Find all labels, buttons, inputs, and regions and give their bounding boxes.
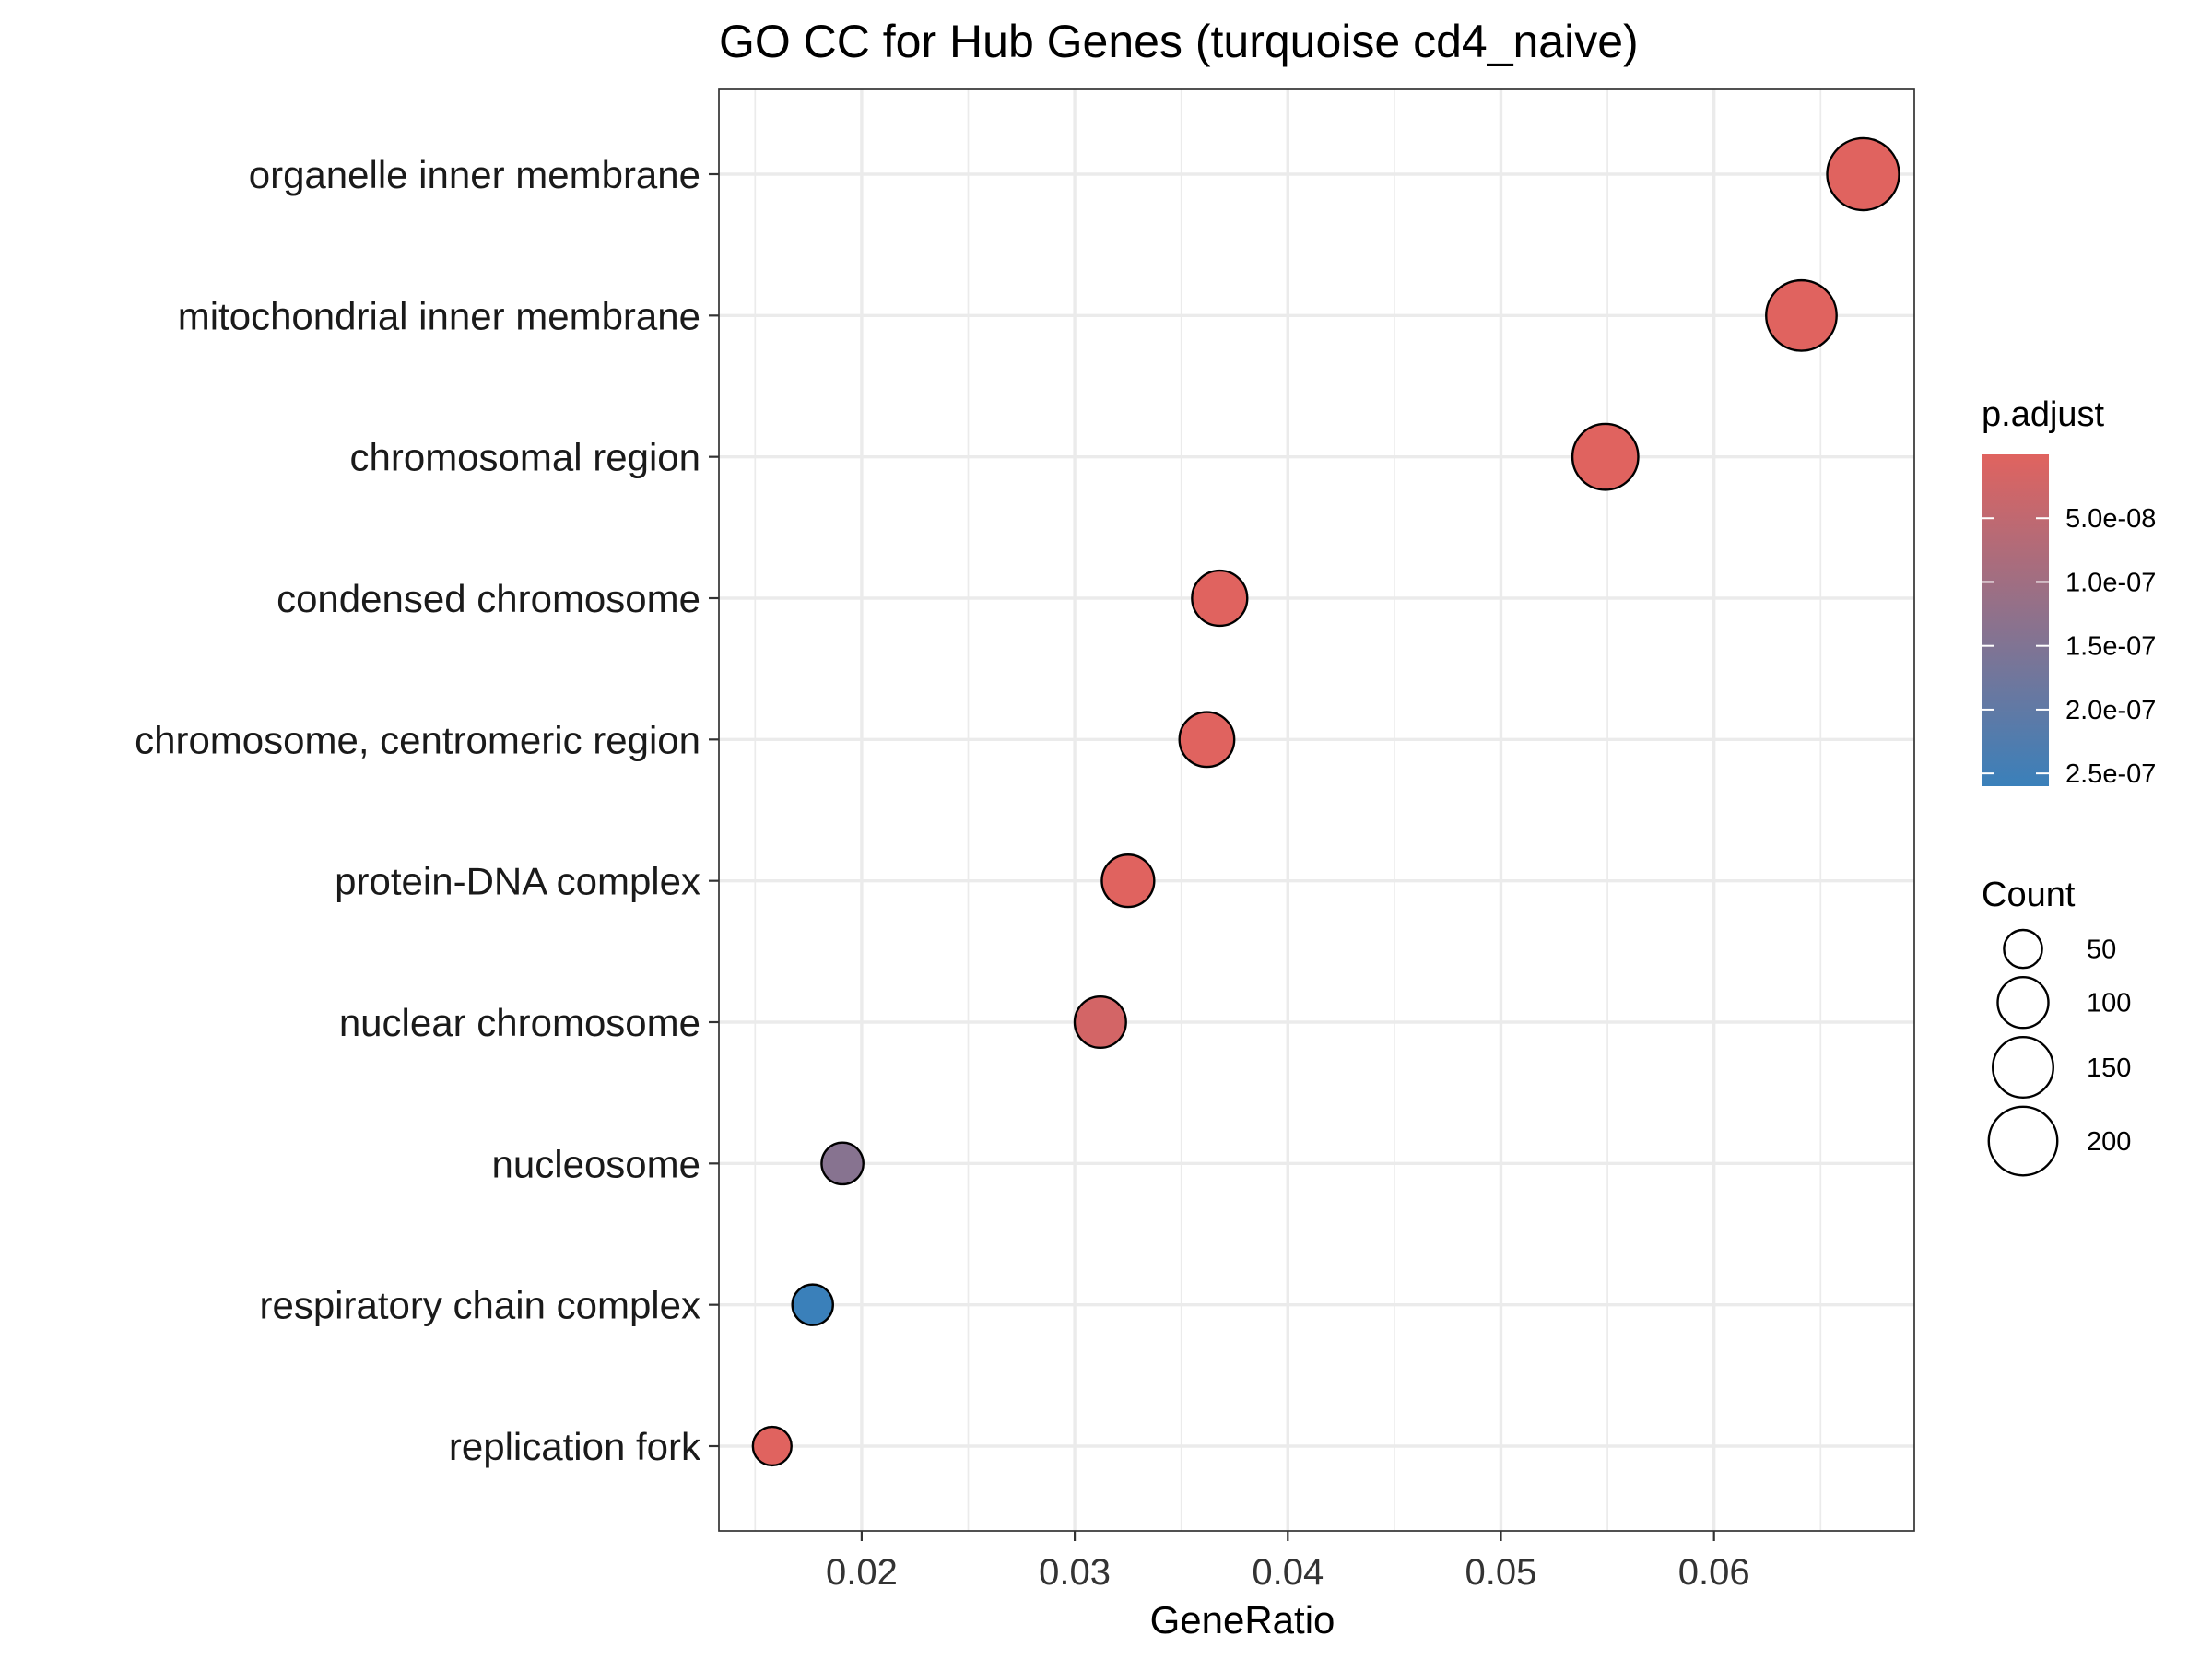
y-category-label: condensed chromosome [276,577,700,620]
y-category-label: nuclear chromosome [339,1001,700,1044]
color-legend-title: p.adjust [1982,395,2105,434]
x-tick-label: 0.04 [1252,1552,1324,1593]
x-tick-label: 0.06 [1678,1552,1750,1593]
size-legend: Count 50 100 150 200 [1982,876,2131,1177]
y-category-label: protein-DNA complex [335,860,700,903]
y-category-label: nucleosome [492,1142,700,1185]
color-legend-label: 2.0e-07 [2065,696,2156,725]
color-legend: p.adjust 5.0e-08 1.0e-07 1.5e-07 2.0e-07 2.5… [1982,395,2156,789]
x-tick-label: 0.03 [1039,1552,1111,1593]
data-point [1073,994,1127,1050]
color-legend-label: 1.0e-07 [2065,568,2156,597]
x-tick-label: 0.05 [1465,1552,1537,1593]
color-legend-label: 5.0e-08 [2065,504,2156,534]
y-category-label: replication fork [449,1425,701,1468]
color-legend-bar [1982,454,2049,786]
size-legend-label: 100 [2087,989,2131,1018]
data-point [1178,711,1236,769]
color-legend-label: 1.5e-07 [2065,632,2156,662]
x-axis: 0.02 0.03 0.04 0.05 0.06 [826,1531,1750,1593]
data-point [751,1425,793,1467]
chart-title: GO CC for Hub Genes (turquoise cd4_naive… [719,16,1639,67]
y-axis: organelle inner membrane mitochondrial in… [135,153,719,1468]
x-axis-title: GeneRatio [1150,1598,1335,1641]
panel-border [718,88,1915,1532]
data-point [791,1283,834,1326]
y-category-label: chromosomal region [349,436,700,479]
data-points [751,136,1900,1467]
data-point [1100,853,1156,909]
size-legend-key [2003,928,2043,970]
size-legend-label: 50 [2087,935,2116,965]
size-legend-key [1987,1105,2059,1177]
data-point [1765,278,1838,352]
y-category-label: respiratory chain complex [259,1284,700,1327]
x-tick-label: 0.02 [826,1552,898,1593]
size-legend-key [1996,976,2050,1030]
y-category-label: chromosome, centromeric region [135,718,700,761]
size-legend-title: Count [1982,876,2076,914]
data-point [1571,422,1640,491]
y-category-label: mitochondrial inner membrane [178,294,700,337]
y-category-label: organelle inner membrane [249,153,700,196]
data-point [820,1141,865,1186]
size-legend-label: 150 [2087,1053,2131,1083]
color-legend-label: 2.5e-07 [2065,759,2156,789]
grid [719,89,1914,1531]
data-point [1191,569,1249,628]
size-legend-label: 200 [2087,1127,2131,1157]
data-point [1826,136,1900,212]
size-legend-key [1992,1036,2054,1099]
